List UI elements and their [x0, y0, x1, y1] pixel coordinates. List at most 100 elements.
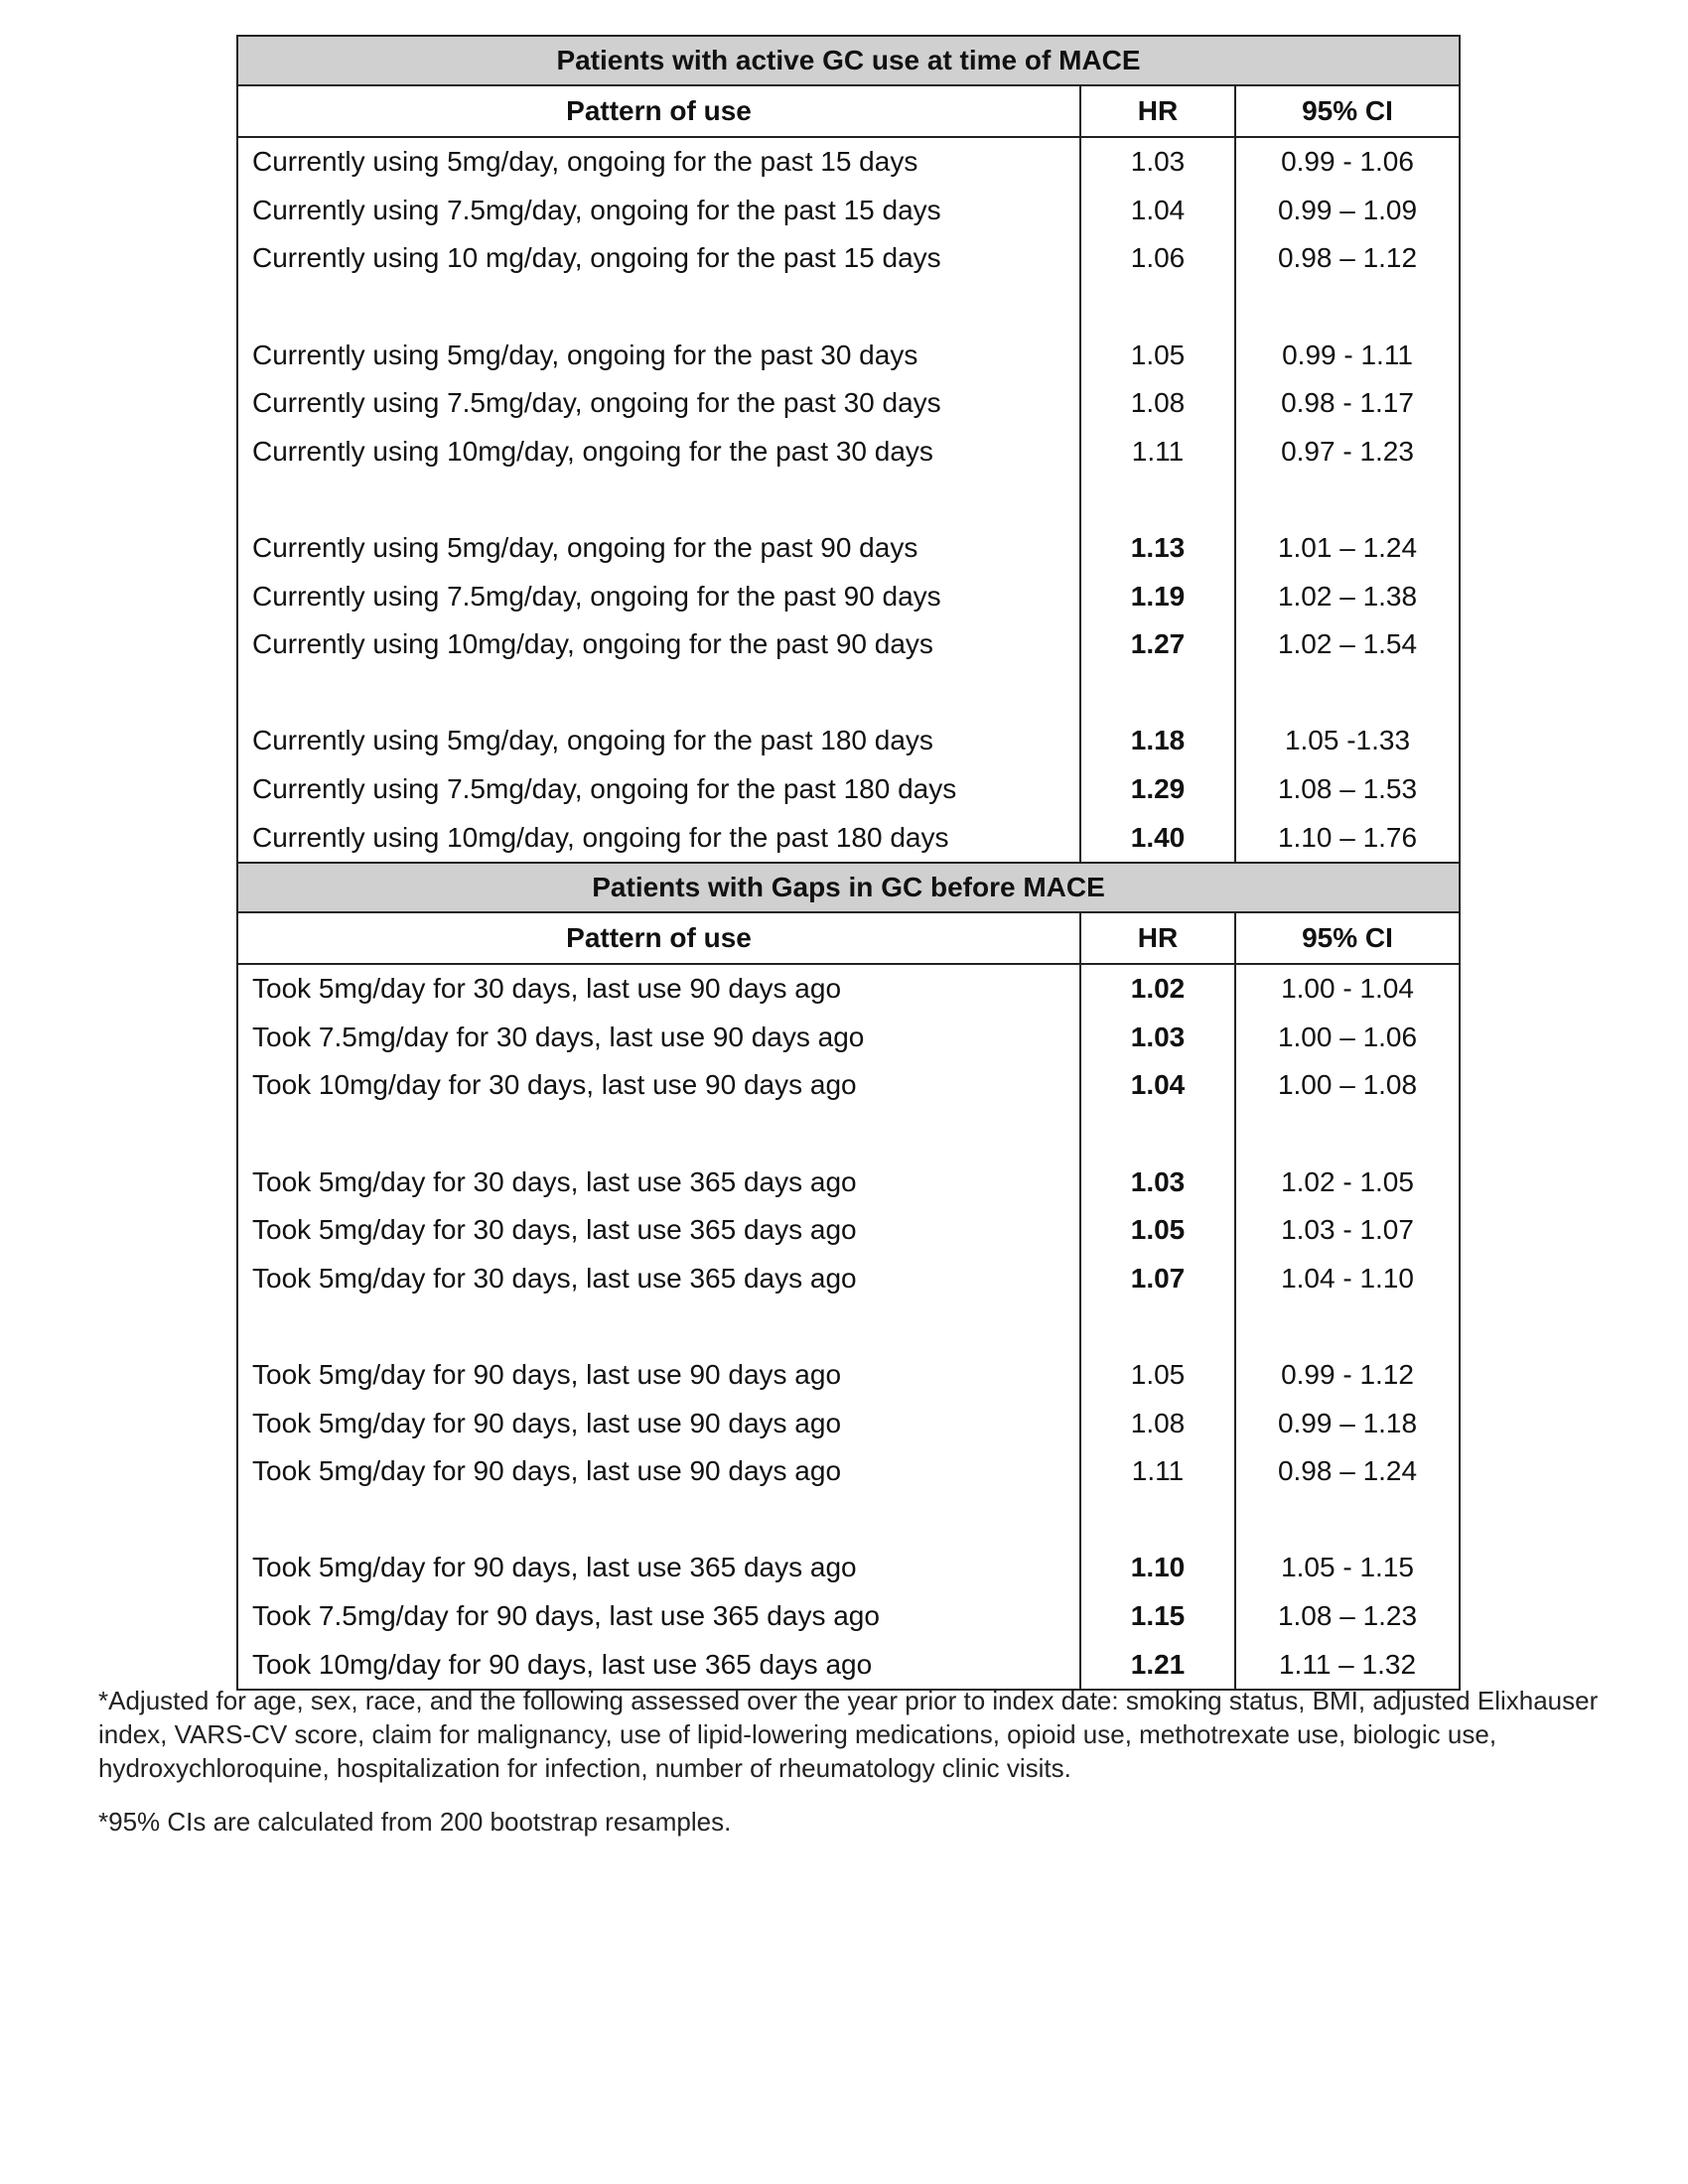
empty-cell: [1079, 282, 1236, 332]
hr-cell: 1.07: [1079, 1254, 1236, 1303]
table-row: Currently using 5mg/day, ongoing for the…: [236, 331, 1462, 379]
section-title: Patients with active GC use at time of M…: [235, 35, 1462, 86]
spacer-row: [236, 476, 1462, 524]
pattern-cell: Currently using 7.5mg/day, ongoing for t…: [236, 378, 1081, 428]
hr-cell: 1.21: [1079, 1640, 1236, 1691]
table-row: Currently using 10mg/day, ongoing for th…: [236, 619, 1462, 669]
column-header-hr: HR: [1079, 910, 1236, 965]
pattern-cell: Took 7.5mg/day for 90 days, last use 365…: [236, 1591, 1081, 1641]
ci-cell: 0.99 - 1.12: [1233, 1350, 1462, 1400]
ci-cell: 0.99 – 1.18: [1233, 1399, 1462, 1447]
ci-cell: 0.99 – 1.09: [1233, 186, 1462, 235]
ci-cell: 0.98 – 1.24: [1233, 1446, 1462, 1496]
hr-cell: 1.10: [1079, 1544, 1236, 1592]
spacer-row: [236, 1109, 1462, 1159]
ci-cell: 0.98 – 1.12: [1233, 234, 1462, 283]
pattern-cell: Currently using 7.5mg/day, ongoing for t…: [236, 572, 1081, 620]
empty-cell: [1233, 1109, 1462, 1159]
table-row: Took 7.5mg/day for 90 days, last use 365…: [236, 1591, 1462, 1641]
empty-cell: [236, 1302, 1081, 1351]
section-title: Patients with Gaps in GC before MACE: [235, 861, 1462, 913]
pattern-cell: Took 5mg/day for 90 days, last use 90 da…: [236, 1446, 1081, 1496]
table-row: Took 5mg/day for 90 days, last use 90 da…: [236, 1399, 1462, 1447]
ci-cell: 1.02 – 1.38: [1233, 572, 1462, 620]
hr-cell: 1.03: [1079, 1013, 1236, 1062]
empty-cell: [1079, 1302, 1236, 1351]
ci-cell: 1.00 - 1.04: [1233, 963, 1462, 1014]
table-row: Currently using 7.5mg/day, ongoing for t…: [236, 764, 1462, 814]
ci-cell: 1.00 – 1.08: [1233, 1061, 1462, 1110]
table-row: Took 5mg/day for 90 days, last use 90 da…: [236, 1446, 1462, 1496]
empty-cell: [236, 668, 1081, 718]
empty-cell: [1233, 1302, 1462, 1351]
table-row: Took 5mg/day for 30 days, last use 365 d…: [236, 1205, 1462, 1255]
table-row: Took 5mg/day for 90 days, last use 90 da…: [236, 1350, 1462, 1400]
empty-cell: [236, 476, 1081, 524]
ci-cell: 0.99 - 1.11: [1233, 331, 1462, 379]
hr-cell: 1.04: [1079, 1061, 1236, 1110]
pattern-cell: Currently using 7.5mg/day, ongoing for t…: [236, 764, 1081, 814]
ci-cell: 0.97 - 1.23: [1233, 427, 1462, 477]
column-header-ci: 95% CI: [1233, 84, 1462, 138]
pattern-cell: Took 5mg/day for 90 days, last use 90 da…: [236, 1399, 1081, 1447]
section-header-row: Patients with Gaps in GC before MACE: [235, 861, 1462, 913]
table-row: Took 10mg/day for 30 days, last use 90 d…: [236, 1061, 1462, 1110]
ci-cell: 1.10 – 1.76: [1233, 813, 1462, 863]
column-header-row: Pattern of use HR 95% CI: [236, 910, 1462, 965]
table-row: Took 10mg/day for 90 days, last use 365 …: [236, 1640, 1462, 1691]
empty-cell: [1079, 1495, 1236, 1545]
column-header-hr: HR: [1079, 84, 1236, 138]
pattern-cell: Took 5mg/day for 90 days, last use 365 d…: [236, 1544, 1081, 1592]
ci-cell: 1.08 – 1.23: [1233, 1591, 1462, 1641]
table-row: Took 5mg/day for 90 days, last use 365 d…: [236, 1544, 1462, 1592]
empty-cell: [1233, 282, 1462, 332]
pattern-cell: Took 7.5mg/day for 30 days, last use 90 …: [236, 1013, 1081, 1062]
hr-cell: 1.05: [1079, 1350, 1236, 1400]
column-header-pattern: Pattern of use: [236, 910, 1081, 965]
spacer-row: [236, 282, 1462, 332]
column-header-row: Pattern of use HR 95% CI: [236, 84, 1462, 138]
footnotes: *Adjusted for age, sex, race, and the fo…: [98, 1684, 1608, 1858]
footnote-bootstrap: *95% CIs are calculated from 200 bootstr…: [98, 1807, 732, 1837]
pattern-cell: Currently using 5mg/day, ongoing for the…: [236, 523, 1081, 573]
table-row: Currently using 10mg/day, ongoing for th…: [236, 813, 1462, 863]
hr-cell: 1.05: [1079, 1205, 1236, 1255]
empty-cell: [236, 1495, 1081, 1545]
pattern-cell: Currently using 7.5mg/day, ongoing for t…: [236, 186, 1081, 235]
ci-cell: 0.99 - 1.06: [1233, 137, 1462, 187]
pattern-cell: Currently using 10 mg/day, ongoing for t…: [236, 234, 1081, 283]
empty-cell: [1233, 668, 1462, 718]
spacer-row: [236, 1302, 1462, 1351]
pattern-cell: Took 10mg/day for 30 days, last use 90 d…: [236, 1061, 1081, 1110]
column-header-pattern: Pattern of use: [236, 84, 1081, 138]
table-section: Patients with Gaps in GC before MACE Patt…: [235, 861, 1462, 1691]
pattern-cell: Took 5mg/day for 30 days, last use 365 d…: [236, 1158, 1081, 1206]
table-row: Took 5mg/day for 30 days, last use 365 d…: [236, 1254, 1462, 1303]
ci-cell: 1.03 - 1.07: [1233, 1205, 1462, 1255]
ci-cell: 1.11 – 1.32: [1233, 1640, 1462, 1691]
empty-cell: [236, 282, 1081, 332]
ci-cell: 1.05 -1.33: [1233, 717, 1462, 765]
ci-cell: 1.04 - 1.10: [1233, 1254, 1462, 1303]
ci-cell: 1.01 – 1.24: [1233, 523, 1462, 573]
table-row: Currently using 7.5mg/day, ongoing for t…: [236, 378, 1462, 428]
ci-cell: 1.05 - 1.15: [1233, 1544, 1462, 1592]
hr-cell: 1.08: [1079, 1399, 1236, 1447]
column-header-ci: 95% CI: [1233, 910, 1462, 965]
hr-cell: 1.06: [1079, 234, 1236, 283]
hr-cell: 1.04: [1079, 186, 1236, 235]
section-header-row: Patients with active GC use at time of M…: [235, 35, 1462, 86]
hr-cell: 1.05: [1079, 331, 1236, 379]
table-row: Currently using 5mg/day, ongoing for the…: [236, 717, 1462, 765]
table-row: Took 5mg/day for 30 days, last use 365 d…: [236, 1158, 1462, 1206]
hr-cell: 1.11: [1079, 427, 1236, 477]
hr-cell: 1.13: [1079, 523, 1236, 573]
table-row: Currently using 7.5mg/day, ongoing for t…: [236, 572, 1462, 620]
ci-cell: 1.08 – 1.53: [1233, 764, 1462, 814]
pattern-cell: Currently using 5mg/day, ongoing for the…: [236, 717, 1081, 765]
hr-cell: 1.08: [1079, 378, 1236, 428]
pattern-cell: Currently using 10mg/day, ongoing for th…: [236, 619, 1081, 669]
table-row: Currently using 5mg/day, ongoing for the…: [236, 137, 1462, 187]
ci-cell: 1.02 - 1.05: [1233, 1158, 1462, 1206]
pattern-cell: Currently using 5mg/day, ongoing for the…: [236, 331, 1081, 379]
